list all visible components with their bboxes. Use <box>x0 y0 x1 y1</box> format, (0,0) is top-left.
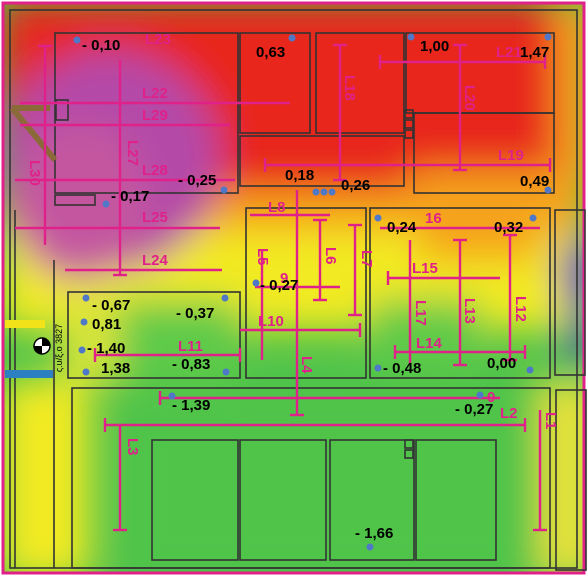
point-value: - 0,27 <box>260 277 298 294</box>
line-label-l28: L28 <box>142 162 168 179</box>
survey-point <box>252 279 260 287</box>
survey-point <box>312 188 320 196</box>
survey-point <box>544 186 552 194</box>
point-value: 0,49 <box>520 173 549 190</box>
line-label-l15: L15 <box>412 260 438 277</box>
blue-marker <box>5 370 53 378</box>
point-value: 0,63 <box>256 44 285 61</box>
line-label-l4: L4 <box>298 356 315 374</box>
line-label-l11: L11 <box>178 338 203 355</box>
benchmark-icon <box>33 337 51 355</box>
line-label-l7: L7 <box>358 250 375 268</box>
yellow-marker <box>5 320 45 328</box>
line-label-l22: L22 <box>142 85 168 102</box>
point-value: - 0,67 <box>92 297 130 314</box>
survey-point <box>73 36 81 44</box>
line-label-l23: L23 <box>145 31 171 48</box>
point-value: - 0,10 <box>82 37 120 54</box>
line-label-l29: L29 <box>142 107 168 124</box>
point-value: 0,18 <box>285 167 314 184</box>
survey-point <box>80 318 88 326</box>
survey-point <box>374 214 382 222</box>
line-label-l10: L10 <box>258 313 284 330</box>
line-label-l9: 9 <box>280 270 288 287</box>
survey-point <box>221 294 229 302</box>
line-label-l27: L27 <box>124 140 141 166</box>
survey-point <box>168 392 176 400</box>
point-value: 1,38 <box>101 360 130 377</box>
survey-point <box>82 294 90 302</box>
point-value: 0,24 <box>387 219 417 236</box>
survey-point <box>222 368 230 376</box>
line-label-l19: L19 <box>498 147 524 164</box>
line-label-l30: L30 <box>26 160 43 186</box>
survey-point <box>366 543 374 551</box>
survey-point <box>526 366 534 374</box>
survey-point <box>407 33 415 41</box>
line-label-l5: L5 <box>254 248 271 266</box>
line-label-l1: L1 <box>542 412 559 430</box>
line-label-l14: L14 <box>416 335 443 352</box>
line-label-l16: 16 <box>425 210 442 227</box>
point-value: 0,81 <box>92 316 121 333</box>
point-value: - 1,39 <box>172 397 210 414</box>
point-value: - 0,17 <box>111 188 149 205</box>
survey-point <box>78 346 86 354</box>
point-value: - 0,27 <box>455 401 493 418</box>
point-value: - 1,40 <box>87 340 125 357</box>
line-labels: L23 L22 L29 L28 L25 L24 L30 L27 L18 L20 … <box>26 31 559 456</box>
point-value: 0,32 <box>494 219 523 236</box>
line-label-l13: L13 <box>461 298 478 324</box>
line-label-l25: L25 <box>142 209 168 226</box>
point-value: 0,26 <box>341 177 370 194</box>
benchmark-label: ς.υ/ξ.ο 3827 <box>54 324 64 372</box>
line-label-l18: L18 <box>341 75 358 101</box>
survey-point <box>102 200 110 208</box>
point-values: - 0,10 0,63 1,00 1,47 - 0,17 - 0,25 0,18… <box>82 37 549 542</box>
point-value: - 0,25 <box>178 172 216 189</box>
point-value: - 0,48 <box>383 360 421 377</box>
line-label-l3: L3 <box>124 438 141 456</box>
survey-point <box>544 33 552 41</box>
measurement-lines <box>15 43 552 532</box>
survey-point <box>220 186 228 194</box>
line-label-l6: L6 <box>322 247 339 265</box>
line-label-l20: L20 <box>461 85 478 111</box>
line-label-l8: L8 <box>268 199 286 216</box>
line-label-l12: L12 <box>512 296 529 322</box>
point-value: 1,47 <box>520 44 549 61</box>
survey-point <box>374 364 382 372</box>
survey-point <box>328 188 336 196</box>
point-value: 1,00 <box>420 38 449 55</box>
survey-points <box>73 33 552 551</box>
point-value: - 1,66 <box>355 525 393 542</box>
survey-point <box>82 368 90 376</box>
line-label-l21: L21 <box>496 44 522 61</box>
point-value: 0,00 <box>487 355 516 372</box>
line-label-l2: L2 <box>500 405 518 422</box>
point-value: - 0,37 <box>176 305 214 322</box>
line-label-l0: 0 <box>487 389 495 406</box>
survey-point <box>476 391 484 399</box>
line-label-l17: L17 <box>412 300 429 326</box>
survey-point <box>320 188 328 196</box>
point-value: - 0,83 <box>172 356 210 373</box>
survey-point <box>288 34 296 42</box>
line-label-l24: L24 <box>142 252 169 269</box>
survey-point <box>529 214 537 222</box>
north-arrow-icon <box>9 105 58 162</box>
